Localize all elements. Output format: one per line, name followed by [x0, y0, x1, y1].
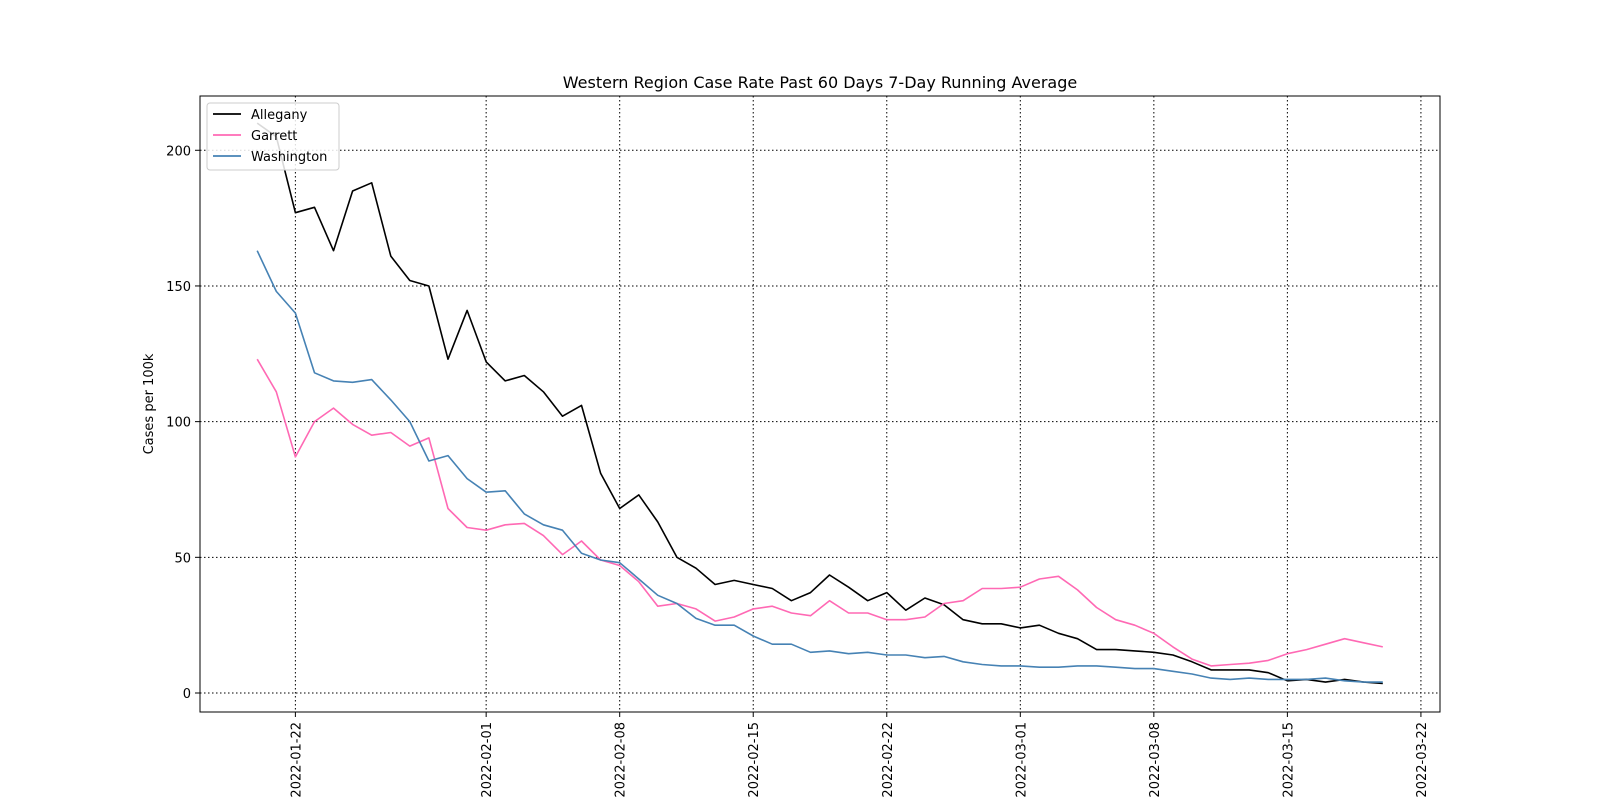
legend-label-washington: Washington	[251, 150, 327, 165]
plot-frame	[199, 95, 1441, 713]
x-tick-label: 2022-03-08	[1148, 722, 1163, 798]
series-line-allegany	[256, 122, 1383, 685]
x-tick-label: 2022-03-22	[1415, 722, 1430, 798]
plot-background	[200, 96, 1440, 712]
y-tick-label: 50	[174, 551, 191, 566]
x-tick-label: 2022-02-22	[881, 722, 896, 798]
x-tick-label: 2022-01-22	[289, 722, 304, 798]
series-line-garrett	[256, 358, 1383, 667]
y-tick-label: 200	[166, 144, 191, 159]
legend-label-garrett: Garrett	[251, 129, 297, 144]
x-tick-label: 2022-02-15	[747, 722, 762, 798]
x-axis-ticks: 2022-01-22 2022-02-01 2022-02-08 2022-02-15…	[289, 712, 1430, 798]
y-axis-ticks: 0 50 100 150 200	[166, 144, 200, 702]
legend: Allegany Garrett Washington	[206, 102, 340, 171]
x-tick-label: 2022-02-08	[614, 722, 629, 798]
x-tick-label: 2022-02-01	[480, 722, 495, 798]
x-tick-label: 2022-03-01	[1014, 722, 1029, 798]
legend-box	[206, 102, 340, 171]
x-tick-label: 2022-03-15	[1281, 722, 1296, 798]
series-lines	[256, 122, 1383, 685]
y-tick-label: 0	[183, 687, 191, 702]
y-axis-label: Cases per 100k	[142, 353, 157, 454]
series-line-washington	[256, 250, 1383, 683]
grid	[200, 96, 1440, 712]
chart-title: Western Region Case Rate Past 60 Days 7-…	[563, 73, 1077, 92]
y-tick-label: 100	[166, 416, 191, 431]
legend-label-allegany: Allegany	[251, 108, 308, 123]
y-tick-label: 150	[166, 280, 191, 295]
